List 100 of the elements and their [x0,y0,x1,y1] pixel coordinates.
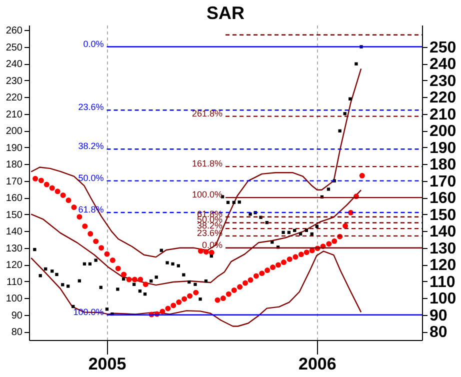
y-tick-label: 110 [6,276,23,288]
y-tick-label: 250 [6,42,23,54]
point [154,276,158,279]
point [176,299,182,305]
point [165,306,171,312]
point [248,277,254,283]
point [342,223,348,229]
point [115,266,121,272]
point [231,288,237,293]
point [232,200,236,204]
point [49,185,55,191]
point [182,273,186,276]
point [33,248,36,252]
y2-tick-label: 160 [430,190,456,208]
point [293,228,296,232]
point [116,288,120,291]
point [122,277,126,281]
annotation: 38.2% [196,220,222,231]
y2-tick-label: 120 [430,257,456,274]
point [138,289,142,293]
y2-tick-label: 150 [430,206,456,224]
point [160,308,166,314]
point [193,290,199,296]
point [332,238,338,244]
point [210,254,213,258]
annotation: 0.0% [83,38,104,49]
annotation: 23.6% [78,102,104,112]
point [237,284,243,290]
point [93,238,99,244]
point [71,204,77,210]
point [38,178,44,184]
y2-tick-label: 200 [430,123,456,140]
chart-title: SAR [206,3,245,23]
point [343,112,346,116]
y2-tick-label: 110 [430,274,456,291]
y2-tick-label: 140 [430,224,456,241]
point [198,298,202,301]
y2-tick-label: 90 [430,307,448,324]
y-tick-label: 230 [6,76,23,87]
point [138,276,144,282]
point [359,172,365,178]
point [44,182,50,188]
point [204,279,208,283]
point [194,282,197,286]
point [88,231,94,237]
x-tick-label: 2006 [298,354,336,374]
point [304,228,308,232]
point [66,284,70,288]
point [238,200,241,204]
point [242,280,248,286]
annotation: 50.0% [78,172,104,183]
point [61,283,64,286]
point [142,282,148,288]
point [348,97,352,100]
y2-tick-label: 130 [430,240,456,258]
y2-tick-label: 170 [430,173,456,190]
point [259,270,265,276]
point [214,297,220,303]
y-tick-label: 180 [6,160,23,171]
y-tick-label: 170 [6,176,23,188]
y-tick-label: 190 [6,142,23,154]
point [38,274,42,278]
y2-tick-label: 80 [430,324,448,342]
y-tick-label: 140 [6,226,23,238]
point [126,276,132,282]
line-series [30,250,362,327]
point [88,262,92,266]
point [253,273,259,279]
y-tick-label: 80 [11,327,23,338]
point [338,129,342,132]
annotation: 61.8% [196,208,222,219]
y-tick-label: 90 [11,310,23,322]
point [166,261,169,264]
annotation: 38.2% [78,141,104,152]
y2-tick-label: 180 [430,156,456,174]
point [104,251,110,257]
y-tick-label: 200 [6,126,23,138]
point [105,308,109,311]
y-tick-label: 150 [6,210,23,221]
y-tick-label: 240 [6,59,23,70]
point [292,254,298,260]
point [170,302,176,308]
point [132,276,138,282]
y-tick-label: 100 [6,294,23,305]
x-tick-label: 2005 [88,354,126,374]
point [276,262,281,268]
y-tick-label: 120 [6,260,23,272]
point [32,176,38,182]
point [72,304,75,308]
y2-tick-label: 190 [430,140,456,157]
point [270,264,276,270]
point [54,188,60,194]
point [55,272,58,276]
point [176,264,180,268]
point [98,245,104,251]
y-tick-label: 220 [6,92,23,104]
point [82,262,86,266]
point [282,230,285,234]
point [354,62,358,66]
point [76,214,82,220]
